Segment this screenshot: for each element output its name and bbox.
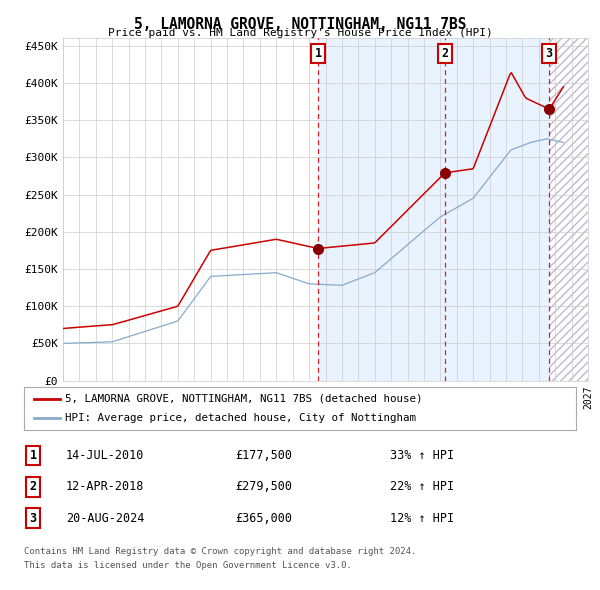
- Text: 5, LAMORNA GROVE, NOTTINGHAM, NG11 7BS (detached house): 5, LAMORNA GROVE, NOTTINGHAM, NG11 7BS (…: [65, 394, 423, 404]
- Text: 33% ↑ HPI: 33% ↑ HPI: [390, 449, 454, 462]
- Text: 12-APR-2018: 12-APR-2018: [66, 480, 144, 493]
- Text: 3: 3: [29, 512, 37, 525]
- Text: 1: 1: [314, 47, 322, 60]
- Text: 20-AUG-2024: 20-AUG-2024: [66, 512, 144, 525]
- Text: 5, LAMORNA GROVE, NOTTINGHAM, NG11 7BS: 5, LAMORNA GROVE, NOTTINGHAM, NG11 7BS: [134, 17, 466, 31]
- Text: Contains HM Land Registry data © Crown copyright and database right 2024.: Contains HM Land Registry data © Crown c…: [24, 547, 416, 556]
- Text: 14-JUL-2010: 14-JUL-2010: [66, 449, 144, 462]
- Text: 22% ↑ HPI: 22% ↑ HPI: [390, 480, 454, 493]
- Text: £279,500: £279,500: [235, 480, 293, 493]
- Text: 1: 1: [29, 449, 37, 462]
- Text: 2: 2: [29, 480, 37, 493]
- Text: 12% ↑ HPI: 12% ↑ HPI: [390, 512, 454, 525]
- Bar: [549, 38, 588, 381]
- Text: This data is licensed under the Open Government Licence v3.0.: This data is licensed under the Open Gov…: [24, 560, 352, 569]
- Text: 2: 2: [442, 47, 449, 60]
- Text: 3: 3: [546, 47, 553, 60]
- Bar: [549, 38, 588, 381]
- Text: HPI: Average price, detached house, City of Nottingham: HPI: Average price, detached house, City…: [65, 413, 416, 423]
- Text: Price paid vs. HM Land Registry's House Price Index (HPI): Price paid vs. HM Land Registry's House …: [107, 28, 493, 38]
- Text: £365,000: £365,000: [235, 512, 293, 525]
- Text: £177,500: £177,500: [235, 449, 293, 462]
- Bar: [318, 38, 549, 381]
